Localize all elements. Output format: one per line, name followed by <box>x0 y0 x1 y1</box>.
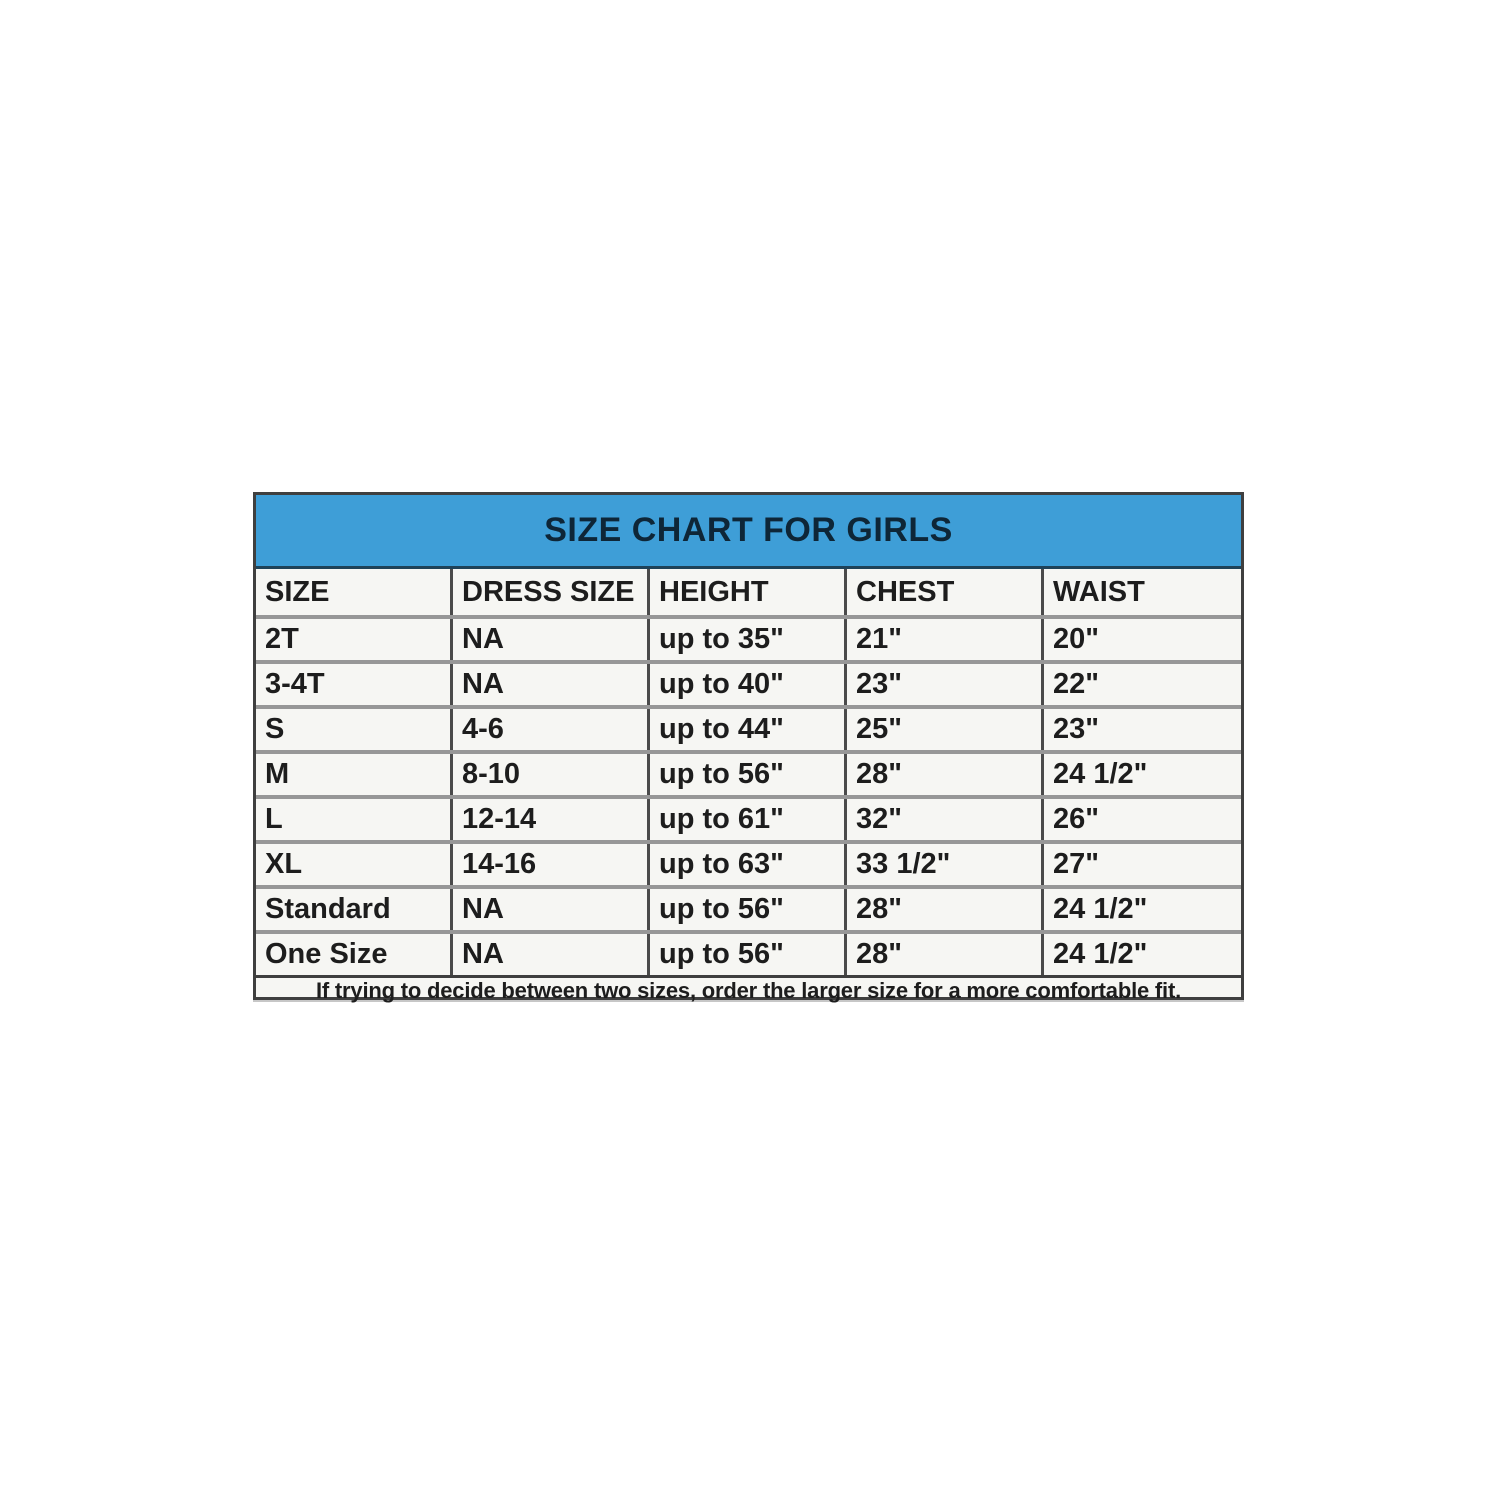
table-cell: M <box>256 754 453 795</box>
table-cell: NA <box>453 889 650 930</box>
table-row: XL 14-16 up to 63" 33 1/2" 27" <box>256 840 1241 885</box>
table-row: S 4-6 up to 44" 25" 23" <box>256 705 1241 750</box>
table-cell: One Size <box>256 934 453 975</box>
table-cell: 33 1/2" <box>847 844 1044 885</box>
column-header-height: HEIGHT <box>650 569 847 615</box>
table-title-banner: SIZE CHART FOR GIRLS <box>256 495 1241 569</box>
column-header-size: SIZE <box>256 569 453 615</box>
table-cell: 26" <box>1053 803 1100 835</box>
table-cell: 24 1/2" <box>1053 938 1148 970</box>
table-cell: up to 40" <box>650 664 847 705</box>
table-cell: up to 56" <box>650 889 847 930</box>
table-cell: L <box>256 799 453 840</box>
table-row: L 12-14 up to 61" 32" 26" <box>256 795 1241 840</box>
table-cell: S <box>256 709 453 750</box>
table-cell: 20" <box>1053 623 1100 655</box>
table-cell: 28" <box>847 934 1044 975</box>
table-cell: NA <box>453 664 650 705</box>
table-cell: 27" <box>1053 848 1100 880</box>
table-cell: 4-6 <box>453 709 650 750</box>
table-cell: up to 56" <box>650 934 847 975</box>
table-cell: 24 1/2" <box>1053 758 1148 790</box>
table-body: 2T NA up to 35" 21" 20" 3-4T NA up to 40" 23" 22"… <box>256 615 1241 975</box>
table-cell: 12-14 <box>453 799 650 840</box>
table-cell: 14-16 <box>453 844 650 885</box>
table-cell: 28" <box>847 754 1044 795</box>
column-header-waist: WAIST <box>1053 575 1145 608</box>
table-row: M 8-10 up to 56" 28" 24 1/2" <box>256 750 1241 795</box>
table-cell: 22" <box>1053 668 1100 700</box>
column-header-chest: CHEST <box>847 569 1044 615</box>
table-cell: 32" <box>847 799 1044 840</box>
table-cell: up to 61" <box>650 799 847 840</box>
table-cell: 2T <box>256 619 453 660</box>
table-cell: 28" <box>847 889 1044 930</box>
table-note-row: If trying to decide between two sizes, o… <box>256 975 1241 1004</box>
table-cell: 3-4T <box>256 664 453 705</box>
size-chart-table: SIZE CHART FOR GIRLS SIZE DRESS SIZE HEIGH… <box>253 492 1244 1003</box>
table-cell: NA <box>453 619 650 660</box>
table-cell: up to 63" <box>650 844 847 885</box>
table-header-row: SIZE DRESS SIZE HEIGHT CHEST WAIST <box>256 569 1241 615</box>
table-title: SIZE CHART FOR GIRLS <box>544 511 953 549</box>
table-row: 3-4T NA up to 40" 23" 22" <box>256 660 1241 705</box>
table-cell: 25" <box>847 709 1044 750</box>
table-row: One Size NA up to 56" 28" 24 1/2" <box>256 930 1241 975</box>
table-cell: 24 1/2" <box>1053 893 1148 925</box>
table-cell: NA <box>453 934 650 975</box>
table-cell: up to 44" <box>650 709 847 750</box>
table-cell: Standard <box>256 889 453 930</box>
table-cell: 23" <box>1053 713 1100 745</box>
table-cell: 8-10 <box>453 754 650 795</box>
table-cell: 23" <box>847 664 1044 705</box>
table-cell: up to 56" <box>650 754 847 795</box>
table-cell: 21" <box>847 619 1044 660</box>
table-cell: up to 35" <box>650 619 847 660</box>
table-cell: XL <box>256 844 453 885</box>
table-row: Standard NA up to 56" 28" 24 1/2" <box>256 885 1241 930</box>
column-header-dress-size: DRESS SIZE <box>453 569 650 615</box>
table-note: If trying to decide between two sizes, o… <box>315 978 1182 1003</box>
table-row: 2T NA up to 35" 21" 20" <box>256 615 1241 660</box>
